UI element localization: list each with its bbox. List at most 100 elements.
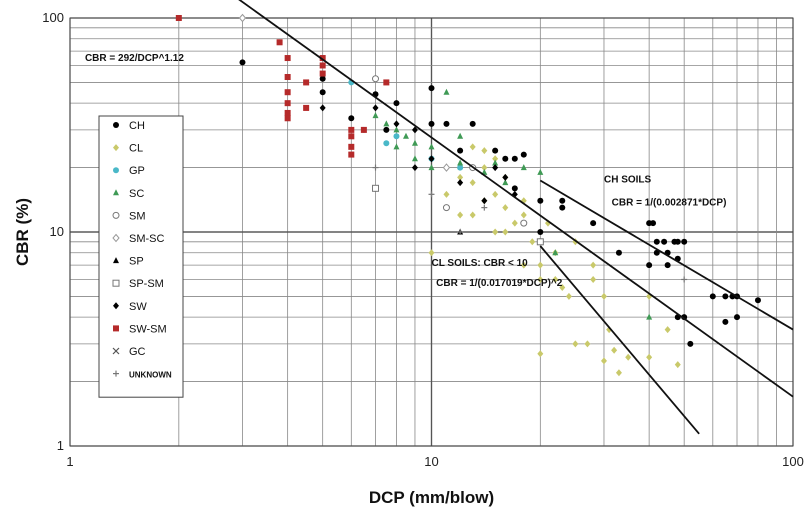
- point-ch: [511, 185, 518, 192]
- point-sc: [428, 143, 435, 150]
- legend-label-ch: CH: [129, 120, 145, 132]
- x-tick-label: 1: [66, 454, 73, 469]
- point-sw: [319, 104, 326, 112]
- legend-label-sp: SP: [129, 256, 144, 268]
- point-sw-sm: [303, 79, 310, 86]
- legend-label-sw: SW: [129, 301, 147, 313]
- point-sw-sm: [276, 39, 283, 46]
- point-sc: [383, 120, 390, 127]
- point-sc: [393, 126, 400, 133]
- point-unknown: [457, 229, 464, 235]
- point-cl: [529, 238, 536, 246]
- annotation: CH SOILS: [604, 175, 652, 186]
- point-cl: [590, 261, 597, 269]
- point-sw-sm: [303, 104, 310, 111]
- point-unknown: [681, 276, 688, 283]
- legend-label-sp-sm: SP-SM: [129, 278, 164, 290]
- point-ch: [722, 293, 729, 300]
- point-sc: [537, 168, 544, 175]
- point-sp-sm: [536, 238, 544, 246]
- point-sw-sm: [284, 115, 291, 122]
- y-tick-label: 100: [42, 10, 64, 25]
- point-cl: [537, 261, 544, 269]
- legend-marker-sp: [113, 257, 119, 264]
- point-sw-sm: [284, 109, 291, 116]
- point-ch: [537, 197, 544, 204]
- legend-marker-sw: [113, 302, 119, 310]
- x-tick-label: 100: [782, 454, 804, 469]
- point-gp: [383, 140, 390, 147]
- legend-label-sw-sm: SW-SM: [129, 323, 167, 335]
- point-cl: [492, 190, 499, 198]
- point-sw: [372, 104, 379, 112]
- point-cl: [502, 204, 509, 212]
- annotation: CBR = 1/(0.002871*DCP): [612, 197, 727, 208]
- legend-box: [98, 115, 184, 398]
- point-cl: [674, 361, 681, 369]
- point-sw: [393, 120, 400, 128]
- point-cl: [481, 164, 488, 172]
- point-sw-sm: [284, 100, 291, 107]
- point-ch: [383, 126, 390, 133]
- point-cl: [590, 275, 597, 283]
- legend-marker-sc: [113, 189, 119, 196]
- point-sw-sm: [348, 126, 355, 133]
- point-ch: [511, 155, 518, 162]
- point-cl: [520, 261, 527, 269]
- legend-marker-ch: [113, 122, 119, 128]
- point-cl: [565, 292, 572, 300]
- fit-line: [539, 179, 794, 331]
- point-ch: [428, 85, 435, 92]
- point-ch: [559, 197, 566, 204]
- point-ch: [734, 314, 741, 321]
- tick-labels: 1 10 100 1 10 100: [42, 10, 804, 469]
- fit-line: [539, 245, 700, 435]
- point-ch: [615, 249, 622, 256]
- point-sc: [502, 179, 509, 186]
- fit-lines: [238, 0, 794, 435]
- point-ch: [653, 238, 660, 245]
- point-cl: [646, 353, 653, 361]
- point-ch: [520, 151, 527, 158]
- point-sc: [457, 132, 464, 139]
- point-sw-sm: [319, 62, 326, 69]
- point-sc: [492, 159, 499, 166]
- point-cl: [469, 179, 476, 187]
- point-sc: [646, 313, 653, 320]
- point-sw: [411, 164, 418, 172]
- point-ch: [709, 293, 716, 300]
- point-ch: [650, 220, 657, 227]
- point-sw-sm: [348, 143, 355, 150]
- point-ch: [319, 75, 326, 82]
- point-sm: [442, 204, 450, 212]
- point-gp: [393, 133, 400, 140]
- y-tick-label: 10: [50, 224, 64, 239]
- point-cl: [611, 346, 618, 354]
- point-cl: [428, 249, 435, 257]
- point-cl: [457, 173, 464, 181]
- point-sw-sm: [284, 74, 291, 81]
- legend-label-gp: GP: [129, 165, 145, 177]
- point-sc: [393, 143, 400, 150]
- plot-frame: [69, 17, 794, 447]
- point-ch: [754, 297, 761, 304]
- point-ch: [502, 155, 509, 162]
- point-cl: [457, 211, 464, 219]
- legend-label-sc: SC: [129, 188, 144, 200]
- point-cl: [559, 284, 566, 292]
- point-sp-sm: [372, 184, 380, 192]
- point-cl: [469, 143, 476, 151]
- point-ch: [722, 318, 729, 325]
- legend-marker-unknown: [113, 370, 119, 377]
- point-ch: [559, 204, 566, 211]
- point-sw-sm: [175, 15, 182, 21]
- point-ch: [590, 220, 597, 227]
- annotations: CBR = 292/DCP^1.12 CH SOILS CBR = 1/(0.002…: [85, 53, 726, 289]
- legend-marker-gc: [112, 347, 120, 355]
- point-cl: [664, 326, 671, 334]
- point-cl: [537, 275, 544, 283]
- point-cl: [600, 292, 607, 300]
- point-ch: [457, 147, 464, 154]
- point-cl: [600, 357, 607, 365]
- x-tick-label: 10: [424, 454, 438, 469]
